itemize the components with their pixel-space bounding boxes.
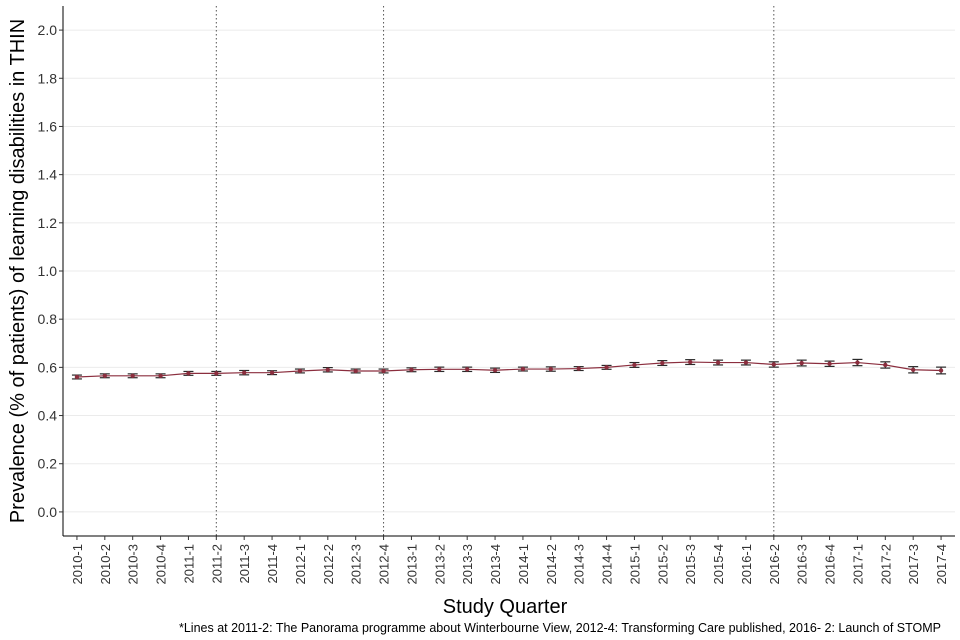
data-point [214,371,219,376]
x-tick-label: 2016-2 [767,544,782,584]
data-point [548,366,554,372]
series-line [76,361,942,378]
data-series [71,358,947,380]
data-point [297,368,303,374]
y-tick-label: 1.6 [38,118,58,134]
data-point [130,373,135,378]
data-point [437,367,442,372]
y-tick-label: 1.0 [38,263,58,279]
data-point [520,366,526,372]
x-tick-label: 2011-1 [181,544,196,584]
data-point [743,360,749,365]
x-tick-label: 2015-3 [683,544,698,584]
x-tick-label: 2017-3 [906,544,921,584]
x-tick-label: 2014-4 [600,544,615,584]
x-tick-label: 2010-4 [154,544,169,584]
x-tick-label: 2015-1 [627,544,642,584]
y-tick-label: 1.4 [38,167,58,183]
x-tick-label: 2016-1 [739,544,754,584]
data-point [883,362,888,368]
x-tick-label: 2014-3 [572,544,587,584]
data-point [799,360,804,366]
x-tick-label: 2011-4 [265,544,280,584]
x-tick-label: 2012-2 [321,544,336,584]
x-tick-label: 2012-4 [377,544,392,584]
y-tick-label: 1.2 [38,215,58,231]
data-point [269,370,275,375]
data-point [381,368,386,374]
x-tick-label: 2014-2 [544,544,559,584]
data-point [241,370,247,375]
x-tick-label: 2016-4 [823,544,838,584]
x-tick-label: 2017-2 [878,544,893,584]
gridlines [63,29,955,513]
x-tick-label: 2010-2 [98,544,113,584]
data-point [910,367,916,372]
data-point [660,360,665,366]
x-tick-label: 2013-3 [460,544,475,584]
reference-lines [215,6,775,536]
data-point [827,361,832,366]
data-point [464,367,470,372]
x-tick-label: 2017-4 [934,544,949,584]
data-point [102,373,108,378]
data-point [186,371,191,376]
data-point [158,373,163,378]
data-point [938,368,944,373]
x-tick-label: 2015-4 [711,544,726,584]
x-tick-label: 2013-1 [404,544,419,584]
y-tick-label: 0.2 [38,456,58,472]
data-point [576,366,581,371]
data-point [492,368,498,373]
x-axis-ticks: 2010-1 2010-2 2010-3 2010-4 2011-1 2011-2 2011… [70,536,949,584]
x-tick-label: 2014-1 [516,544,531,584]
x-axis-title: Study Quarter [443,596,568,618]
x-tick-label: 2010-3 [126,544,141,584]
y-tick-label: 0.6 [38,359,58,375]
y-tick-label: 1.8 [38,70,58,86]
x-tick-label: 2015-2 [655,544,670,584]
data-point [325,367,331,372]
x-tick-label: 2011-2 [209,544,224,584]
data-point [353,368,358,374]
x-tick-label: 2012-1 [293,544,308,584]
data-point [855,360,860,365]
y-axis-title: Prevalence (% of patients) of learning d… [7,19,29,523]
data-point [74,374,80,380]
x-tick-label: 2016-3 [795,544,810,584]
data-point [687,359,693,365]
x-tick-label: 2010-1 [70,544,85,584]
data-point [771,362,777,367]
y-tick-label: 0.8 [38,311,58,327]
data-point [632,362,637,368]
y-axis-ticks: 0.0 0.2 0.4 0.6 0.8 1.0 1.2 1.4 1.6 1.8 2.0 [38,22,63,520]
data-point [715,360,721,365]
data-point [604,365,609,370]
x-tick-label: 2013-2 [432,544,447,584]
x-tick-label: 2013-4 [488,544,503,584]
x-tick-label: 2012-3 [349,544,364,584]
chart-caption: *Lines at 2011-2: The Panorama programme… [179,621,941,635]
x-tick-label: 2011-3 [237,544,252,584]
y-tick-label: 2.0 [38,22,58,38]
y-tick-label: 0.0 [38,504,58,520]
y-tick-label: 0.4 [38,408,58,424]
x-tick-label: 2017-1 [850,544,865,584]
data-point [409,367,414,372]
